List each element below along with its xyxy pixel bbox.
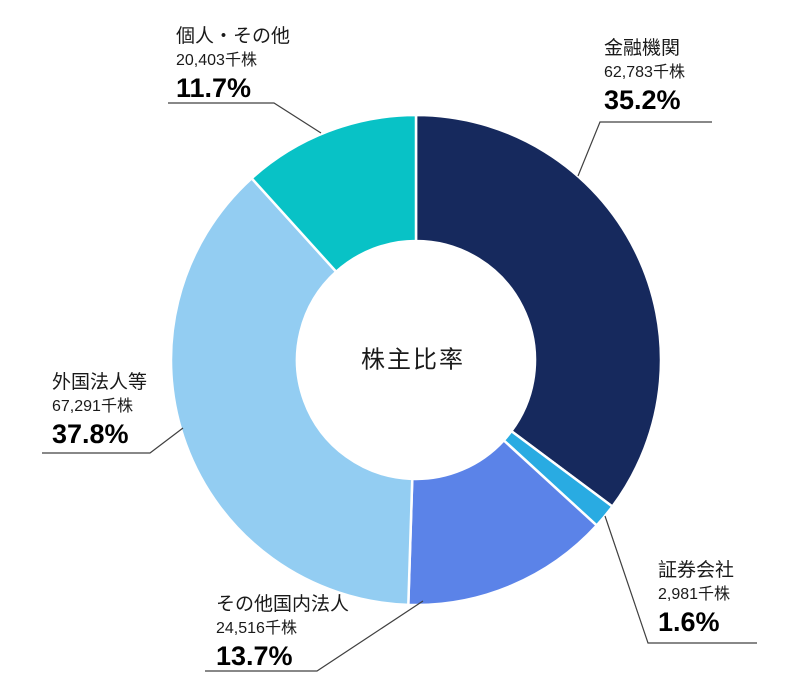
segment-shares: 67,291千株 xyxy=(52,398,133,415)
segment-percent: 13.7% xyxy=(216,641,293,671)
callout-line-4 xyxy=(168,102,322,134)
donut-slice-2 xyxy=(407,439,598,607)
segment-percent: 11.7% xyxy=(176,73,252,103)
segment-percent: 37.8% xyxy=(52,419,129,449)
segment-name: 金融機関 xyxy=(604,38,681,59)
segment-name: 証券会社 xyxy=(658,560,735,581)
callout-line-1 xyxy=(604,515,757,644)
segment-percent: 35.2% xyxy=(604,85,681,115)
segment-shares: 20,403千株 xyxy=(176,52,257,69)
donut-slice-4 xyxy=(250,113,418,273)
segment-name: その他国内法人 xyxy=(216,594,350,615)
segment-shares: 62,783千株 xyxy=(604,64,685,81)
callout-line-0 xyxy=(577,121,712,177)
segment-label-block-individuals: 個人・その他 20,403千株 11.7% xyxy=(176,24,290,104)
segment-name: 個人・その他 xyxy=(176,26,291,47)
segment-label-block-financial: 金融機関 62,783千株 35.2% xyxy=(604,36,685,116)
callout-line-3 xyxy=(42,427,184,454)
segment-label-block-foreign: 外国法人等 67,291千株 37.8% xyxy=(52,370,147,450)
segment-shares: 2,981千株 xyxy=(658,586,731,603)
donut-slice-3 xyxy=(169,177,414,607)
segment-label-block-domestic-corp: その他国内法人 24,516千株 13.7% xyxy=(216,592,349,672)
donut-slice-0 xyxy=(414,113,663,508)
callout-line-2 xyxy=(205,600,424,672)
segment-label-block-securities: 証券会社 2,981千株 1.6% xyxy=(658,558,734,638)
segment-shares: 24,516千株 xyxy=(216,620,297,637)
segment-percent: 1.6% xyxy=(658,607,720,637)
segment-name: 外国法人等 xyxy=(52,372,148,393)
chart-center-title: 株主比率 xyxy=(361,346,465,374)
